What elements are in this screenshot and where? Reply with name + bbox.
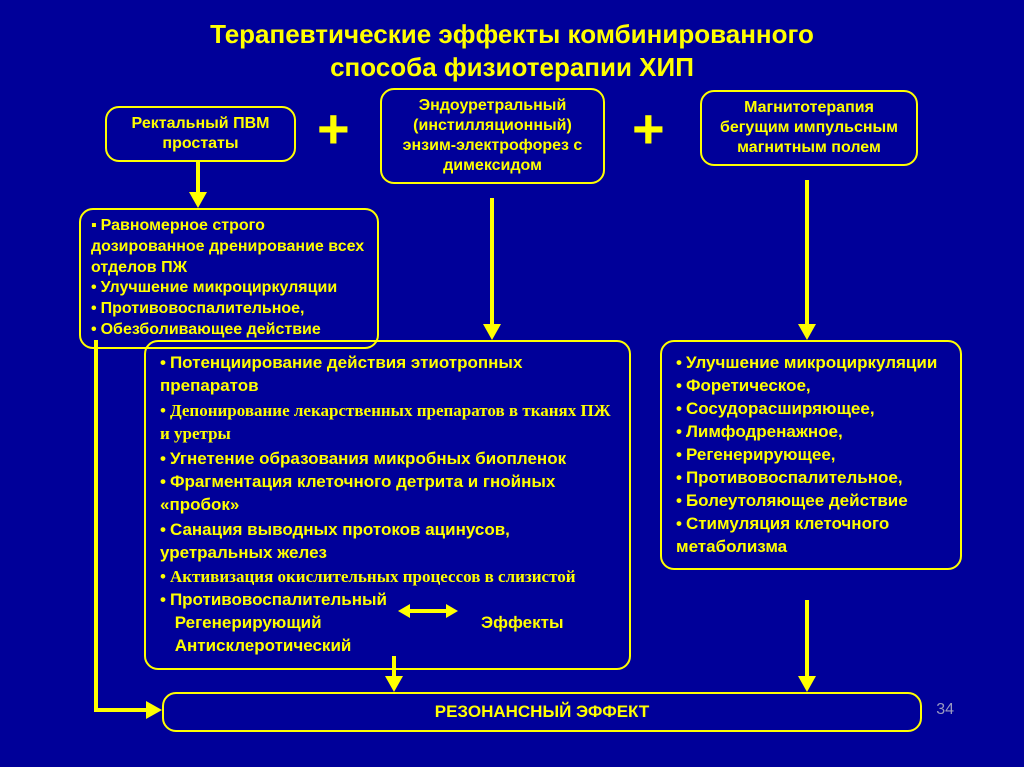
arrow-center-to-bottom-head xyxy=(385,676,403,692)
c-item-6: Активизация окислительных процессов в сл… xyxy=(160,566,615,589)
slide-title: Терапевтические эффекты комбинированного… xyxy=(0,18,1024,83)
top-box-a: Ректальный ПВМ простаты xyxy=(105,106,296,162)
c-item-2: Депонирование лекарственных препаратов в… xyxy=(160,400,615,446)
r-item-3: Сосудорасширяющее, xyxy=(676,398,946,421)
left-elbow-v xyxy=(94,340,98,710)
center-effects-box: Потенциирование действия этиотропных пре… xyxy=(144,340,631,670)
plus-1: + xyxy=(317,96,350,161)
c-item-1: Потенциирование действия этиотропных пре… xyxy=(160,352,615,398)
title-line2: способа физиотерапии ХИП xyxy=(330,52,694,82)
title-line1: Терапевтические эффекты комбинированного xyxy=(210,19,814,49)
arrow-center-to-bottom xyxy=(392,656,396,678)
top-box-c: Магнитотерапия бегущим импульсным магнит… xyxy=(700,90,918,166)
arrow-c-down-head xyxy=(798,324,816,340)
right-effects-box: Улучшение микроциркуляции Форетическое, … xyxy=(660,340,962,570)
arrow-a-down-line xyxy=(196,160,200,194)
c-item-7: Противовоспалительный Регенерирующий Эфф… xyxy=(160,589,615,658)
bottom-box: РЕЗОНАНСНЫЙ ЭФФЕКТ xyxy=(162,692,922,732)
left-effects-box: Равномерное строго дозированное дрениров… xyxy=(79,208,379,349)
left-item-3: Противовоспалительное, xyxy=(91,299,367,320)
r-item-7: Болеутоляющее действие xyxy=(676,490,946,513)
c-item-4: Фрагментация клеточного детрита и гнойны… xyxy=(160,471,615,517)
r-item-6: Противовоспалительное, xyxy=(676,467,946,490)
left-item-4: Обезболивающее действие xyxy=(91,320,367,341)
left-elbow-h xyxy=(94,708,148,712)
r-item-4: Лимфодренажное, xyxy=(676,421,946,444)
left-item-1: Равномерное строго дозированное дрениров… xyxy=(91,216,367,278)
c-item-5: Санация выводных протоков ацинусов, урет… xyxy=(160,519,615,565)
top-box-b: Эндоуретральный (инстилляционный) энзим-… xyxy=(380,88,605,184)
c-item-3: Угнетение образования микробных биоплено… xyxy=(160,448,615,471)
plus-2: + xyxy=(632,96,665,161)
arrow-right-to-bottom-head xyxy=(798,676,816,692)
r-item-1: Улучшение микроциркуляции xyxy=(676,352,946,375)
arrow-b-down-head xyxy=(483,324,501,340)
arrow-a-down-head xyxy=(189,192,207,208)
left-item-2: Улучшение микроциркуляции xyxy=(91,278,367,299)
slide-number: 34 xyxy=(936,701,954,719)
r-item-8: Стимуляция клеточного метаболизма xyxy=(676,513,946,559)
arrow-right-to-bottom xyxy=(805,600,809,678)
double-arrow xyxy=(398,604,458,618)
arrow-b-down-line xyxy=(490,198,494,326)
left-elbow-head xyxy=(146,701,162,719)
r-item-2: Форетическое, xyxy=(676,375,946,398)
r-item-5: Регенерирующее, xyxy=(676,444,946,467)
arrow-c-down-line xyxy=(805,180,809,326)
